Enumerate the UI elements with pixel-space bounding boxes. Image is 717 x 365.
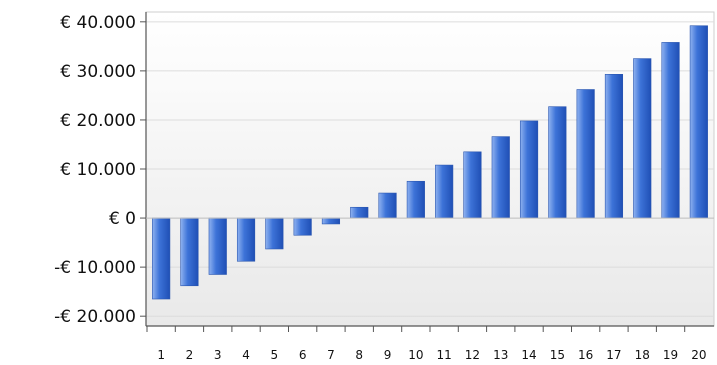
- bar: [208, 217, 227, 275]
- y-tick-label: € 10.000: [60, 160, 136, 180]
- bar: [491, 136, 510, 219]
- bars: [152, 25, 708, 300]
- bar: [661, 42, 680, 219]
- x-tick-label: 18: [635, 348, 650, 362]
- y-tick-label: € 20.000: [60, 111, 136, 131]
- bar: [406, 180, 425, 219]
- x-tick-label: 2: [186, 348, 194, 362]
- x-tick-label: 19: [663, 348, 678, 362]
- x-tick-label: 11: [437, 348, 452, 362]
- x-tick-labels: 1 2 3 4 5 6 7 8 9 10 11 12 13 14 15 16 17 18 19 20: [157, 348, 706, 362]
- x-tick-label: 5: [271, 348, 279, 362]
- bar: [152, 217, 171, 300]
- bar: [265, 217, 284, 250]
- y-tick-label: € 30.000: [60, 62, 136, 82]
- bar: [378, 192, 397, 219]
- y-tick-labels: -€ 20.000 -€ 10.000 € 0 € 10.000 € 20.000 € 3…: [54, 13, 136, 327]
- x-tick-label: 15: [550, 348, 565, 362]
- bar: [548, 106, 567, 219]
- bar: [519, 120, 539, 219]
- x-tick-label: 12: [465, 348, 480, 362]
- x-tick-label: 10: [408, 348, 423, 362]
- x-tick-label: 4: [242, 348, 250, 362]
- bar: [350, 206, 369, 219]
- x-tick-label: 17: [606, 348, 621, 362]
- bar: [576, 89, 595, 219]
- bar: [236, 217, 256, 262]
- x-tick-label: 3: [214, 348, 222, 362]
- x-tick-label: 6: [299, 348, 307, 362]
- bar: [689, 25, 708, 219]
- x-tick-label: 7: [327, 348, 335, 362]
- bar: [435, 164, 454, 219]
- bar: [180, 217, 199, 287]
- x-tick-label: 8: [355, 348, 363, 362]
- x-tick-label: 13: [493, 348, 508, 362]
- bar: [604, 74, 624, 219]
- y-tick-label: -€ 20.000: [54, 307, 136, 327]
- bar: [293, 217, 312, 236]
- x-tick-label: 20: [691, 348, 706, 362]
- axes: [140, 12, 714, 332]
- x-tick-label: 14: [521, 348, 536, 362]
- y-tick-label: € 0: [109, 209, 136, 229]
- x-tick-label: 1: [157, 348, 165, 362]
- x-tick-label: 16: [578, 348, 593, 362]
- bar: [633, 58, 652, 219]
- gridlines: [146, 21, 714, 317]
- y-tick-label: € 40.000: [60, 13, 136, 33]
- y-tick-label: -€ 10.000: [54, 258, 136, 278]
- x-tick-label: 9: [384, 348, 392, 362]
- bar: [463, 151, 482, 219]
- bar: [321, 217, 341, 225]
